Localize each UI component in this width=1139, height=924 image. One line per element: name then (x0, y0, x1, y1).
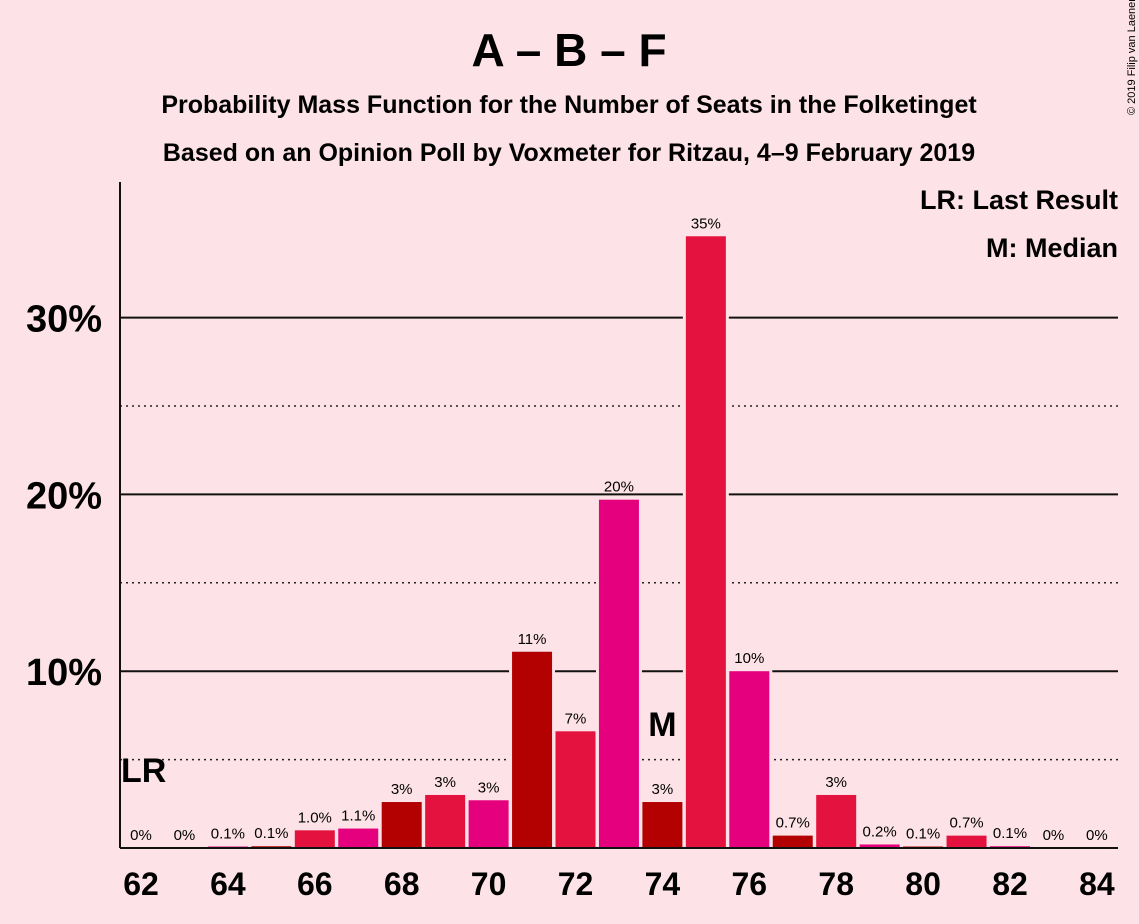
x-tick-label: 76 (732, 866, 768, 902)
bar-76 (729, 671, 770, 848)
value-label-72: 7% (565, 710, 587, 727)
bar-77 (772, 835, 813, 848)
bar-81 (946, 835, 987, 848)
bar-66 (294, 830, 335, 848)
value-label-78: 3% (825, 774, 847, 791)
value-label-76: 10% (734, 650, 764, 667)
x-tick-label: 66 (297, 866, 333, 902)
value-label-65: 0.1% (254, 825, 288, 842)
x-tick-label: 62 (123, 866, 159, 902)
value-label-66: 1.0% (298, 809, 332, 826)
last-result-marker: LR (121, 752, 166, 790)
value-label-77: 0.7% (776, 815, 810, 832)
bar-71 (512, 651, 553, 848)
value-label-70: 3% (478, 779, 500, 796)
x-tick-label: 68 (384, 866, 420, 902)
value-label-74: 3% (652, 781, 674, 798)
x-tick-label: 70 (471, 866, 507, 902)
value-label-64: 0.1% (211, 826, 245, 843)
y-tick-label: 30% (26, 299, 102, 341)
legend-last-result: LR: Last Result (920, 185, 1118, 215)
value-label-71: 11% (518, 631, 547, 648)
value-label-69: 3% (434, 774, 456, 791)
bar-78 (816, 794, 857, 848)
bar-72 (555, 731, 596, 848)
x-tick-label: 78 (818, 866, 854, 902)
value-label-84: 0% (1086, 827, 1108, 844)
value-label-62: 0% (130, 827, 152, 844)
x-tick-label: 72 (558, 866, 594, 902)
value-label-63: 0% (174, 827, 196, 844)
chart-title: A – B – F (471, 24, 666, 76)
x-tick-label: 80 (905, 866, 941, 902)
value-label-82: 0.1% (993, 825, 1027, 842)
bar-70 (468, 800, 509, 848)
value-label-68: 3% (391, 781, 413, 798)
x-tick-label: 74 (645, 866, 681, 902)
value-label-73: 20% (604, 479, 634, 496)
bar-68 (381, 802, 422, 848)
x-tick-label: 84 (1079, 866, 1115, 902)
value-label-67: 1.1% (341, 808, 375, 825)
x-tick-label: 82 (992, 866, 1028, 902)
bar-75 (685, 236, 726, 849)
value-label-81: 0.7% (949, 815, 983, 832)
copyright-notice: © 2019 Filip van Laenen (1126, 0, 1138, 115)
value-label-79: 0.2% (863, 823, 897, 840)
median-marker: M (648, 706, 676, 744)
axes-group: 10% 20% 30% 62 64 66 68 70 72 74 76 78 80 82 84 (26, 182, 1118, 902)
bar-73 (598, 499, 639, 848)
x-tick-label: 64 (210, 866, 246, 902)
value-label-80: 0.1% (906, 826, 940, 843)
y-tick-label: 10% (26, 652, 102, 694)
value-label-75: 35% (691, 215, 721, 232)
bar-67 (338, 828, 379, 848)
chart-subtitle-line1: Probability Mass Function for the Number… (161, 91, 977, 119)
value-labels-group: 0% 0% 0.1% 0.1% 1.0% 1.1% 3% 3% 3% 11% 7% 20% 3% 35% 1… (121, 215, 1108, 844)
bar-79 (859, 844, 900, 848)
y-tick-label: 20% (26, 475, 102, 517)
chart-subtitle-line2: Based on an Opinion Poll by Voxmeter for… (163, 139, 975, 167)
bars-group (207, 233, 1030, 849)
bar-74 (642, 802, 683, 848)
legend-median: M: Median (986, 233, 1118, 263)
bar-69 (425, 794, 466, 848)
value-label-83: 0% (1043, 827, 1065, 844)
